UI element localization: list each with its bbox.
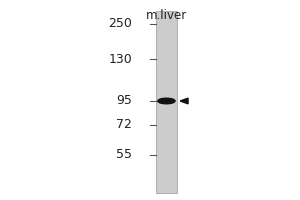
Text: 95: 95 — [116, 94, 132, 107]
Text: m.liver: m.liver — [146, 9, 187, 22]
Text: 250: 250 — [108, 17, 132, 30]
Ellipse shape — [158, 98, 175, 104]
Text: 55: 55 — [116, 148, 132, 161]
Bar — [156, 11, 177, 193]
Polygon shape — [180, 98, 188, 104]
Text: 130: 130 — [108, 53, 132, 66]
Text: 72: 72 — [116, 118, 132, 131]
